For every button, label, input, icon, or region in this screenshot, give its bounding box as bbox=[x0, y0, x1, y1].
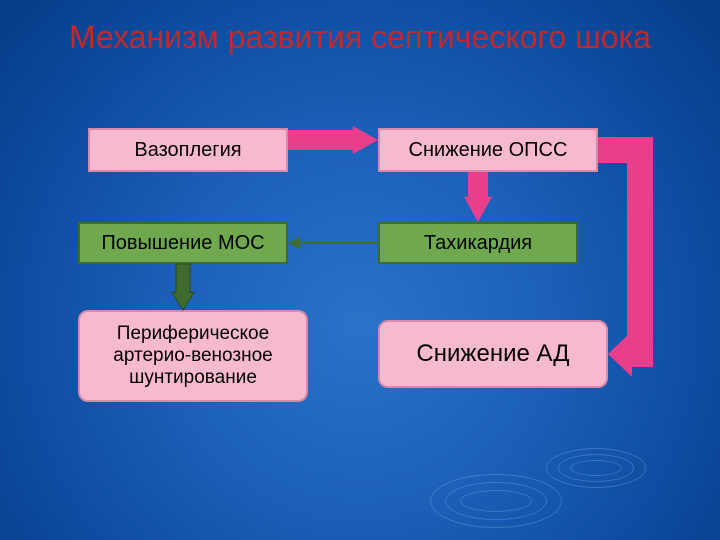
node-vasoplegia: Вазоплегия bbox=[88, 128, 288, 172]
arrow-down-icon bbox=[464, 172, 492, 222]
node-label: Вазоплегия bbox=[134, 139, 241, 162]
node-tachy: Тахикардия bbox=[378, 222, 578, 264]
slide-title: Механизм развития септического шока bbox=[0, 18, 720, 56]
slide: Механизм развития септического шока Вазо… bbox=[0, 0, 720, 540]
node-shunt: Периферическое артерио-венозное шунтиров… bbox=[78, 310, 308, 402]
node-label: Повышение МОС bbox=[101, 232, 264, 255]
arrow-down-icon bbox=[172, 264, 194, 310]
arrow-right-icon bbox=[288, 126, 378, 154]
node-label: Снижение АД bbox=[416, 340, 569, 368]
node-label: Периферическое артерио-венозное шунтиров… bbox=[88, 323, 298, 389]
node-label: Тахикардия bbox=[424, 232, 532, 255]
node-label: Снижение ОПСС bbox=[409, 139, 568, 162]
arrow-bent-icon bbox=[572, 124, 666, 380]
arrow-left-icon bbox=[278, 233, 388, 253]
node-mos: Повышение МОС bbox=[78, 222, 288, 264]
ripple-decoration bbox=[420, 430, 680, 540]
node-opss: Снижение ОПСС bbox=[378, 128, 598, 172]
